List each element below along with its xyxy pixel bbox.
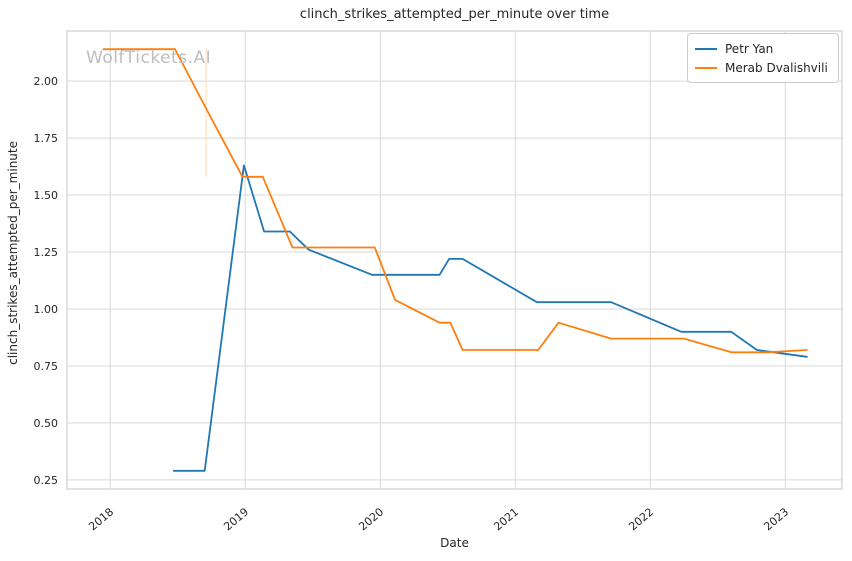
y-axis-label-wrap: clinch_strikes_attempted_per_minute xyxy=(6,0,20,505)
x-axis-label: Date xyxy=(440,536,469,550)
legend-item-petr-yan: Petr Yan xyxy=(695,39,830,58)
series-line-merab-dvalishvili xyxy=(102,48,808,354)
y-tick-label: 0.25 xyxy=(34,474,59,487)
y-tick-label: 1.00 xyxy=(34,303,59,316)
x-tick-label: 2018 xyxy=(86,505,116,533)
legend: Petr Yan Merab Dvalishvili xyxy=(687,33,839,83)
chart-title: clinch_strikes_attempted_per_minute over… xyxy=(299,7,610,22)
series-line-petr-yan xyxy=(172,164,808,472)
x-tick-label: 2019 xyxy=(221,505,251,533)
watermark: WolfTickets.AI xyxy=(86,48,212,68)
plot-border xyxy=(66,30,843,490)
y-tick-label: 0.75 xyxy=(34,360,59,373)
legend-swatch-petr-yan xyxy=(695,47,717,50)
y-tick-label: 0.50 xyxy=(34,417,59,430)
y-tick-label: 2.00 xyxy=(34,75,59,88)
y-axis-label: clinch_strikes_attempted_per_minute xyxy=(6,140,20,365)
y-tick-label: 1.75 xyxy=(34,132,59,145)
legend-label-merab-dvalishvili: Merab Dvalishvili xyxy=(725,60,828,75)
legend-swatch-merab-dvalishvili xyxy=(695,66,717,69)
legend-item-merab-dvalishvili: Merab Dvalishvili xyxy=(695,58,830,77)
x-tick-label: 2023 xyxy=(761,505,791,533)
x-tick-label: 2022 xyxy=(626,505,656,533)
legend-label-petr-yan: Petr Yan xyxy=(725,41,774,56)
x-tick-label: 2021 xyxy=(491,505,521,533)
y-tick-label: 1.50 xyxy=(34,189,59,202)
x-tick-label: 2020 xyxy=(356,505,386,533)
y-tick-label: 1.25 xyxy=(34,246,59,259)
